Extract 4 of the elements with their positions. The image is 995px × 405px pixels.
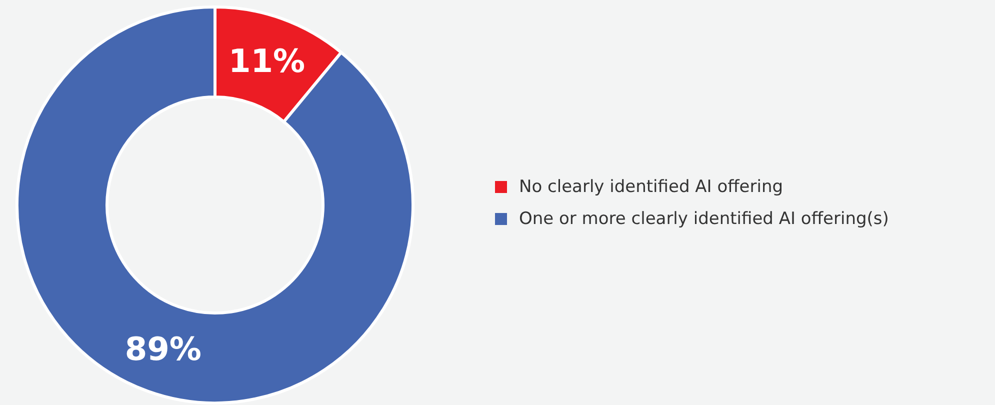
data-label: 89% [124,330,202,368]
legend-label: One or more clearly identified AI offering(s) [519,208,889,228]
legend-label: No clearly identified AI offering [519,176,784,196]
data-label: 11% [228,42,306,80]
